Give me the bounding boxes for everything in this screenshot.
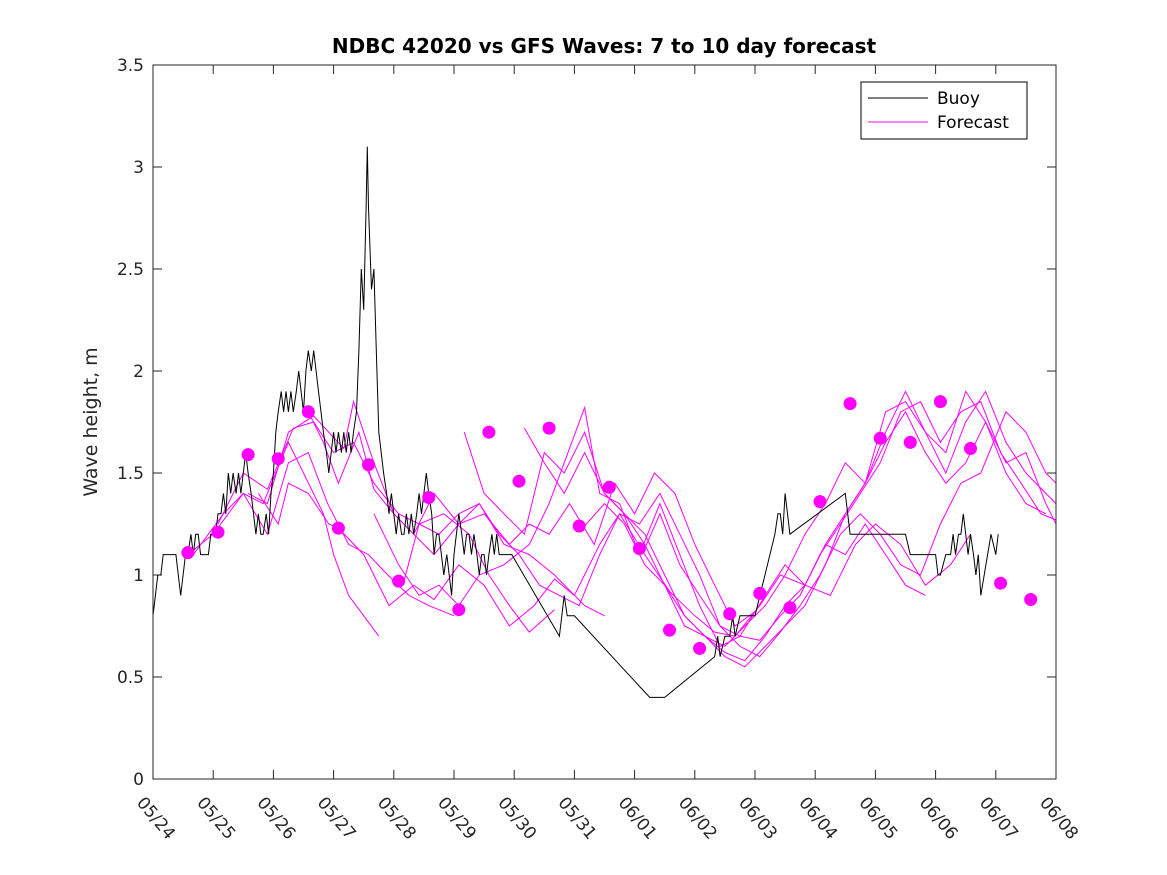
forecast-marker (1024, 593, 1038, 606)
y-tick-label: 1.5 (117, 464, 144, 484)
forecast-marker (723, 607, 737, 621)
y-tick-label: 2 (133, 362, 144, 382)
y-tick-label: 3 (133, 158, 144, 178)
y-tick-label: 0.5 (117, 668, 144, 688)
forecast-marker (241, 448, 255, 462)
forecast-marker (301, 405, 315, 419)
y-tick-label: 0 (133, 770, 144, 790)
forecast-marker (994, 576, 1008, 590)
forecast-marker (542, 421, 556, 435)
forecast-marker (903, 435, 917, 449)
plot-frame (152, 64, 1057, 780)
forecast-marker (933, 395, 947, 409)
y-tick-label: 1 (133, 566, 144, 586)
legend-label-forecast: Forecast (937, 113, 1009, 133)
forecast-marker (663, 623, 676, 637)
forecast-marker (452, 603, 466, 617)
forecast-marker (181, 546, 195, 560)
forecast-marker (422, 491, 436, 504)
forecast-marker (964, 442, 977, 455)
forecast-marker (783, 601, 797, 615)
legend-label-buoy: Buoy (937, 89, 980, 109)
forecast-line (373, 405, 926, 648)
legend-box (860, 81, 1028, 140)
forecast-marker (392, 574, 406, 588)
y-tick-label: 2.5 (117, 260, 144, 280)
data-layer (152, 146, 1057, 698)
forecast-marker (843, 397, 857, 411)
forecast-marker (362, 458, 375, 472)
forecast-marker (632, 542, 646, 555)
forecast-marker (211, 525, 225, 539)
forecast-marker (331, 521, 345, 535)
forecast-line (192, 451, 455, 617)
forecast-line (187, 441, 380, 637)
legend: Buoy Forecast (860, 81, 1028, 140)
forecast-line (257, 482, 971, 637)
chart-title: NDBC 42020 vs GFS Waves: 7 to 10 day for… (332, 34, 877, 58)
forecast-marker (753, 586, 767, 600)
forecast-marker (271, 452, 285, 466)
forecast-line (644, 400, 1057, 641)
forecast-marker (813, 495, 827, 509)
buoy-line (152, 146, 999, 698)
y-tick-label: 3.5 (117, 56, 144, 76)
y-axis-label: Wave height, m (80, 347, 102, 496)
forecast-marker (873, 431, 887, 445)
forecast-marker (572, 519, 586, 533)
forecast-line (463, 410, 1057, 648)
forecast-marker (482, 425, 496, 439)
forecast-marker (512, 474, 526, 488)
forecast-marker (602, 480, 616, 494)
forecast-marker (693, 641, 707, 655)
